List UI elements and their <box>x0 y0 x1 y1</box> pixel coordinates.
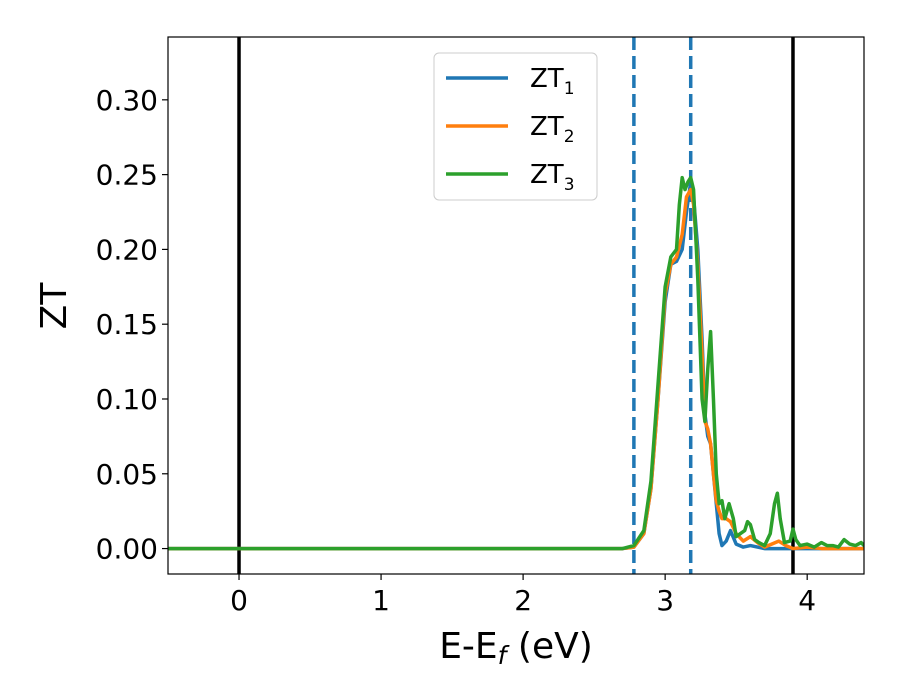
y-tick-label: 0.15 <box>96 308 158 341</box>
x-tick-label: 0 <box>230 584 248 617</box>
x-tick-label: 1 <box>372 584 390 617</box>
x-tick-label: 4 <box>798 584 816 617</box>
legend-label-2: ZT2 <box>530 112 575 147</box>
y-tick-label: 0.05 <box>96 458 158 491</box>
x-tick-label: 3 <box>656 584 674 617</box>
x-axis-title-unit: (eV) <box>506 626 592 667</box>
series-lines <box>168 175 864 551</box>
legend: ZT1 ZT2 ZT3 <box>433 52 598 201</box>
y-axis-title: ZT <box>34 282 75 330</box>
series-line-3 <box>168 175 864 551</box>
y-tick-label: 0.25 <box>96 159 158 192</box>
x-axis-title: E-Ef (eV) <box>439 626 593 670</box>
y-tick-label: 0.00 <box>96 533 158 566</box>
y-axis-ticks: 0.00 0.05 0.10 0.15 0.20 0.25 0.30 <box>96 84 168 566</box>
x-axis-title-main: E-E <box>439 626 497 667</box>
legend-label-1: ZT1 <box>530 64 575 99</box>
plot-frame <box>167 36 865 575</box>
y-tick-label: 0.20 <box>96 233 158 266</box>
reference-lines <box>237 37 795 574</box>
y-tick-label: 0.10 <box>96 383 158 416</box>
legend-label-3: ZT3 <box>530 160 575 195</box>
y-tick-label: 0.30 <box>96 84 158 117</box>
x-axis-ticks: 0 1 2 3 4 <box>230 574 816 617</box>
legend-box <box>433 52 598 201</box>
x-tick-label: 2 <box>514 584 532 617</box>
